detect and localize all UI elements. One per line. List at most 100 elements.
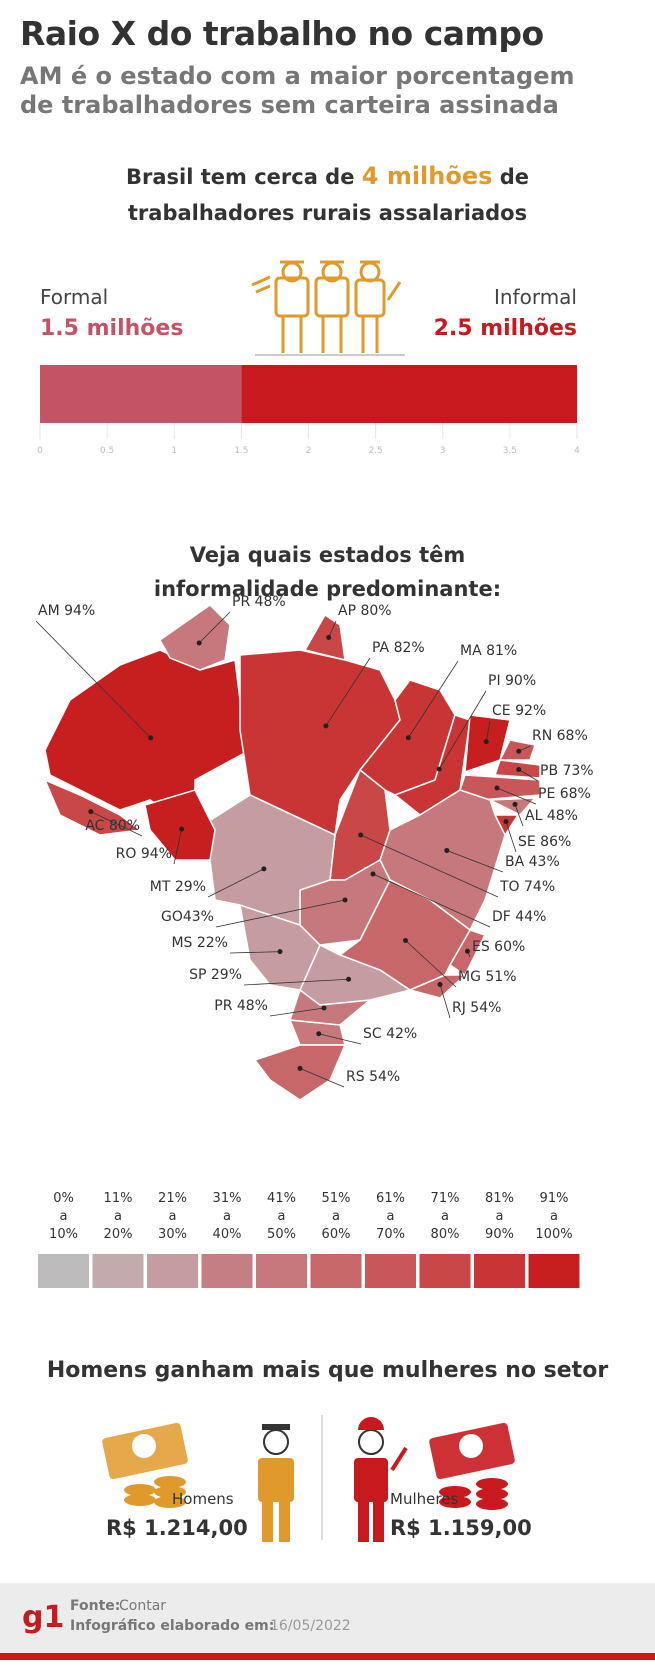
men-label: Homens <box>172 1490 234 1508</box>
legend-to: 50% <box>267 1227 296 1242</box>
state-label: MS 22% <box>171 935 228 951</box>
legend-swatch <box>419 1254 471 1288</box>
legend-to: 100% <box>535 1227 572 1242</box>
legend-from: 0% <box>53 1191 74 1206</box>
state <box>407 974 467 999</box>
state-label: RJ 54% <box>452 1000 501 1016</box>
state-label: RN 68% <box>532 728 588 744</box>
legend-from: 21% <box>158 1191 187 1206</box>
state-label: SC 42% <box>363 1026 417 1042</box>
state-dot <box>444 847 450 853</box>
map-title: Veja quais estados têm informalidade pre… <box>153 543 502 601</box>
leader-line <box>405 940 457 988</box>
leader-line <box>485 720 491 742</box>
x-tick-label: 0 <box>37 446 43 456</box>
leader-line <box>514 804 524 827</box>
legend-from: 41% <box>267 1191 296 1206</box>
state-dot <box>297 1065 303 1071</box>
state-dot <box>342 897 348 903</box>
leader-line <box>325 657 371 727</box>
state-dot <box>316 1031 322 1037</box>
state-label: AC 80% <box>85 818 140 834</box>
workers-icon <box>251 260 405 356</box>
legend-to: 90% <box>485 1227 514 1242</box>
state-label: PA 82% <box>372 640 425 656</box>
leader-line <box>173 829 183 865</box>
leader-line <box>299 1067 345 1088</box>
leader-line <box>439 984 451 1019</box>
state-label: SE 86% <box>518 834 571 850</box>
leader-line <box>35 620 151 739</box>
women-amount: R$ 1.159,00 <box>390 1516 532 1540</box>
legend-from: 81% <box>485 1191 514 1206</box>
state <box>194 794 336 927</box>
state-dot <box>321 1005 327 1011</box>
state-dot <box>436 766 442 772</box>
state-dot <box>261 866 267 872</box>
men-icon <box>102 1422 294 1542</box>
legend-separator: a <box>550 1209 558 1224</box>
state-dot <box>512 801 518 807</box>
legend-from: 51% <box>322 1191 351 1206</box>
subtitle: AM é o estado com a maior porcentagem de… <box>20 62 575 119</box>
legend-swatch <box>201 1254 253 1288</box>
leader-line <box>215 899 346 928</box>
legend-separator: a <box>114 1209 122 1224</box>
legend-separator: a <box>332 1209 340 1224</box>
state-dot <box>277 949 283 955</box>
legend-from: 31% <box>213 1191 242 1206</box>
total-highlight: 4 milhões <box>361 162 493 190</box>
logo: g1 <box>22 1600 64 1635</box>
legend-from: 11% <box>104 1191 133 1206</box>
x-tick-label: 2.5 <box>368 446 382 456</box>
legend-to: 40% <box>213 1227 242 1242</box>
state-label: GO43% <box>161 909 214 925</box>
total-after: de trabalhadores rurais assalariados <box>127 165 530 225</box>
leader-line <box>446 850 504 873</box>
state-dot <box>503 819 509 825</box>
legend-swatch <box>310 1254 362 1288</box>
legend-from: 61% <box>376 1191 405 1206</box>
wages-title: Homens ganham mais que mulheres no setor <box>46 1358 609 1383</box>
legend-separator: a <box>169 1209 177 1224</box>
legend-swatch <box>528 1254 580 1288</box>
x-tick-label: 1.5 <box>234 446 248 456</box>
state-dot <box>358 832 364 838</box>
women-icon <box>354 1417 515 1542</box>
bar-segment <box>40 365 242 423</box>
state-label: AL 48% <box>525 808 578 824</box>
state-label: PE 68% <box>538 786 591 802</box>
state-label: BA 43% <box>505 854 560 870</box>
legend-separator: a <box>223 1209 231 1224</box>
state-dot <box>437 982 443 987</box>
leader-line <box>207 868 265 898</box>
state-label: MA 81% <box>460 643 517 659</box>
value-label: 2.5 milhões <box>434 316 577 341</box>
legend-to: 10% <box>49 1227 78 1242</box>
leader-line <box>518 769 539 782</box>
state-label: RO 94% <box>116 846 172 862</box>
leader-line <box>438 690 487 770</box>
legend-label: Formal <box>40 285 108 309</box>
legend-separator: a <box>441 1209 449 1224</box>
value-label: 1.5 milhões <box>40 316 183 341</box>
leader-line <box>328 620 337 638</box>
leader-line <box>90 811 143 837</box>
state-label: ES 60% <box>472 939 525 955</box>
source-label: Fonte: <box>70 1598 120 1614</box>
legend-swatch <box>147 1254 198 1288</box>
state-dot <box>346 976 352 982</box>
state-label: PI 90% <box>488 673 536 689</box>
x-tick-label: 4 <box>574 446 580 456</box>
state <box>459 774 541 801</box>
state-dot <box>326 635 332 640</box>
legend-to: 80% <box>431 1227 460 1242</box>
legend-swatch <box>256 1254 307 1288</box>
state-label: CE 92% <box>492 703 546 719</box>
legend-from: 71% <box>431 1191 460 1206</box>
state-label: PR 48% <box>232 594 286 610</box>
leader-line <box>243 978 349 986</box>
state-dot <box>483 739 489 745</box>
leader-line <box>269 1007 325 1017</box>
state-dot <box>179 826 185 832</box>
